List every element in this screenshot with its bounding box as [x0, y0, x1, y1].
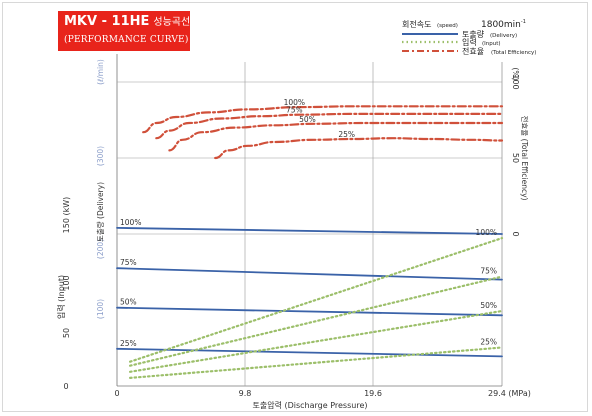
input-series-line — [129, 346, 504, 379]
delivery-series-line — [116, 347, 503, 358]
legend-input-label-en: (Input) — [482, 41, 501, 47]
legend-speed-value: 1800min-1 — [481, 19, 526, 30]
title-banner: MKV - 11HE 성능곡선 (PERFORMANCE CURVE) — [58, 11, 190, 51]
efficiency-axis-title: 전효율 (Total Efficiency) — [520, 116, 530, 201]
legend-efficiency-label-en: (Total Efficiency) — [491, 50, 536, 56]
input-series-line — [129, 309, 504, 373]
model-title-kr: 성능곡선 — [153, 17, 191, 28]
input-series-line — [129, 237, 504, 363]
delivery-tick-label: (100) — [96, 299, 105, 319]
legend-delivery-label-en: (Delivery) — [490, 33, 517, 39]
efficiency-series-line — [155, 112, 504, 140]
input-series-label: 50% — [480, 301, 497, 310]
efficiency-series-line — [168, 121, 504, 152]
legend-speed-label-en: (speed) — [437, 23, 458, 29]
efficiency-series-label: 75% — [286, 106, 303, 115]
input-tick-label: 100 — [62, 275, 71, 290]
delivery-axis: (ℓ/min) (300) (200) (100) 토출량 (Delivery) — [95, 59, 105, 319]
legend-efficiency-label: 전효율 — [462, 46, 484, 56]
x-tick-label: 9.8 — [239, 389, 252, 398]
delivery-tick-label: (300) — [96, 146, 105, 166]
series-layer: 100%75%50%25%100%75%50%25%100%75%50%25% — [116, 98, 504, 379]
delivery-series-label: 50% — [120, 298, 137, 307]
x-axis: 0 9.8 19.6 29.4 (MPa) 토출압력 (Discharge Pr… — [114, 389, 530, 410]
model-title: MKV - 11HE 성능곡선 — [64, 13, 190, 32]
efficiency-tick-label: 0 — [511, 231, 520, 236]
input-series-label: 100% — [476, 228, 497, 237]
x-tick-label: 29.4 (MPa) — [488, 389, 531, 398]
delivery-unit-label: (ℓ/min) — [96, 59, 105, 85]
input-tick-label: 50 — [62, 328, 71, 338]
legend: 회전속도 (speed) 1800min-1 토출량 (Delivery) 입력… — [402, 19, 536, 56]
x-axis-title: 토출압력 (Discharge Pressure) — [253, 400, 368, 410]
delivery-series-label: 100% — [120, 218, 141, 227]
delivery-tick-label: (200) — [96, 239, 105, 259]
x-tick-label: 0 — [114, 389, 119, 398]
efficiency-series-line — [142, 105, 504, 134]
efficiency-series-label: 25% — [338, 130, 355, 139]
efficiency-tick-label: 100 — [511, 74, 520, 89]
efficiency-unit-label: (%) — [511, 68, 520, 81]
input-tick-label: 0 — [63, 382, 68, 391]
delivery-series-label: 75% — [120, 258, 137, 267]
legend-input-label: 입력 — [462, 37, 477, 47]
x-tick-label: 19.6 — [364, 389, 382, 398]
input-axis-title: 입력 (Input) — [56, 275, 66, 319]
model-subtitle: (PERFORMANCE CURVE) — [64, 35, 189, 45]
efficiency-series-label: 50% — [299, 115, 316, 124]
input-series-label: 25% — [480, 338, 497, 347]
chart-frame — [2, 2, 588, 412]
input-axis: 0 50 100 150 (kW) 입력 (Input) — [56, 197, 71, 391]
input-series-label: 75% — [480, 267, 497, 276]
delivery-axis-title: 토출량 (Delivery) — [95, 182, 105, 242]
delivery-series-line — [116, 227, 503, 235]
efficiency-tick-label: 50 — [511, 153, 520, 163]
delivery-series-label: 25% — [120, 339, 137, 348]
model-name: MKV - 11HE — [64, 14, 150, 29]
efficiency-series-line — [214, 137, 504, 160]
efficiency-series-label: 100% — [284, 98, 305, 107]
delivery-series-line — [116, 306, 503, 317]
grid — [116, 54, 503, 387]
delivery-series-line — [116, 267, 503, 281]
legend-delivery-label: 토출량 — [462, 29, 485, 39]
efficiency-axis: 100 50 0 (%) 전효율 (Total Efficiency) — [511, 68, 530, 237]
input-series-line — [129, 275, 504, 367]
legend-speed-label: 회전속도 — [402, 19, 431, 29]
input-unit-label: 150 (kW) — [62, 197, 71, 234]
